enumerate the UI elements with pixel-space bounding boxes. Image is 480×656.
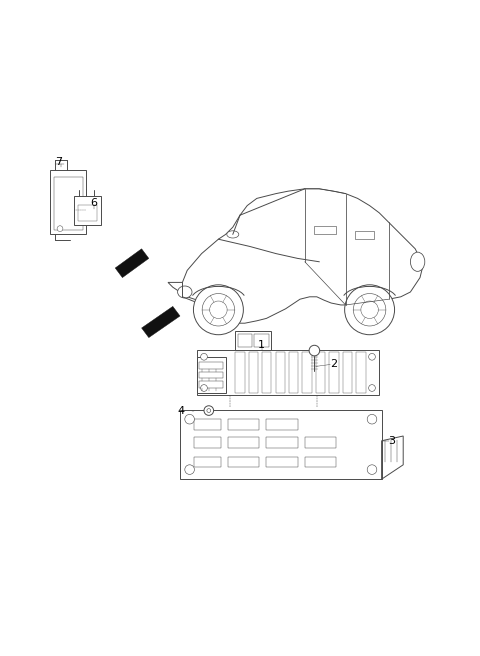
Circle shape [353,293,386,326]
Bar [356,352,366,393]
Bar [197,350,379,395]
Bar [199,362,223,369]
Bar [199,372,223,379]
Circle shape [185,415,194,424]
Text: 4: 4 [178,405,185,415]
Circle shape [207,409,211,413]
Text: 2: 2 [330,359,337,369]
Bar [235,352,245,393]
Bar [266,457,298,467]
Bar [50,170,86,234]
Circle shape [367,465,377,474]
Bar [194,419,221,430]
Bar [266,438,298,448]
Bar [289,352,299,393]
Bar [228,419,259,430]
Bar [238,334,252,347]
Circle shape [185,465,194,474]
Circle shape [367,415,377,424]
Circle shape [201,354,207,360]
Circle shape [193,285,243,335]
Bar [54,177,83,230]
Bar [305,457,336,467]
Circle shape [210,301,227,319]
Circle shape [361,301,378,319]
Bar [228,457,259,467]
Polygon shape [142,306,180,338]
Circle shape [369,354,375,360]
Bar [74,196,101,225]
Bar [355,230,374,239]
Circle shape [201,384,207,392]
Bar [197,357,226,393]
Text: 6: 6 [91,198,97,208]
Bar [276,352,285,393]
Bar [262,352,272,393]
Bar [249,352,258,393]
Bar [343,352,352,393]
Circle shape [202,293,235,326]
Bar [305,438,336,448]
Bar [228,438,259,448]
Circle shape [369,384,375,392]
Circle shape [309,345,320,356]
Bar [194,457,221,467]
Polygon shape [115,249,149,277]
Text: 1: 1 [258,340,265,350]
Bar [314,226,336,234]
Circle shape [204,406,214,415]
Ellipse shape [227,231,239,238]
Bar [235,331,271,350]
Bar [180,409,382,479]
Circle shape [57,226,63,232]
Bar [194,438,221,448]
Bar [316,352,325,393]
Bar [199,381,223,388]
Text: 3: 3 [388,436,395,446]
Bar [329,352,339,393]
Bar [266,419,298,430]
Bar [78,205,97,221]
Ellipse shape [178,286,192,298]
Bar [302,352,312,393]
Ellipse shape [410,252,425,272]
Circle shape [345,285,395,335]
Bar [254,334,269,347]
Text: 7: 7 [55,157,62,167]
